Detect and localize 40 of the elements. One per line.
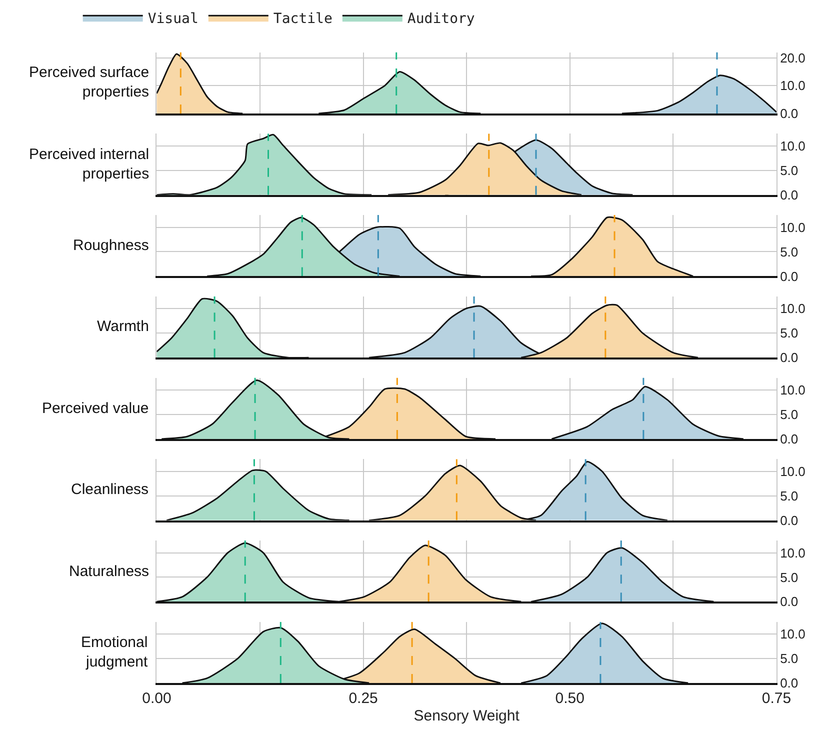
y-axis-title: Perceived value (42, 400, 149, 417)
y-axis-title: Naturalness (69, 563, 150, 580)
legend-label: Visual (148, 11, 198, 28)
y-axis-title: Warmth (97, 318, 149, 335)
y-tick-label: 5.0 (780, 407, 798, 422)
y-tick-label: 0.0 (780, 106, 798, 121)
y-tick-label: 10.0 (780, 78, 806, 94)
x-tick-label: 0.75 (762, 690, 792, 707)
y-tick-label: 10.0 (780, 464, 806, 479)
x-axis-title: Sensory Weight (414, 707, 520, 724)
y-tick-label: 0.0 (780, 187, 798, 202)
y-tick-label: 10.0 (780, 382, 806, 398)
y-axis-title: Perceived surface properties (29, 64, 150, 100)
y-tick-label: 20.0 (780, 50, 806, 66)
y-axis-title: Roughness (73, 237, 149, 254)
y-tick-label: 0.0 (780, 676, 798, 691)
y-tick-label: 5.0 (780, 326, 798, 341)
y-tick-label: 10.0 (780, 301, 806, 316)
y-axis-title: Cleanliness (71, 481, 149, 498)
y-tick-label: 5.0 (780, 162, 798, 178)
y-tick-label: 0.0 (780, 431, 798, 446)
y-tick-label: 5.0 (780, 570, 798, 585)
legend-label: Tactile (273, 11, 332, 28)
y-tick-label: 10.0 (780, 545, 806, 560)
y-tick-label: 0.0 (780, 268, 798, 284)
y-tick-label: 5.0 (780, 651, 798, 666)
y-tick-label: 0.0 (780, 512, 798, 528)
y-tick-label: 5.0 (780, 244, 798, 260)
y-axis-title: Perceived internal properties (29, 146, 150, 182)
y-axis-title: Emotional judgment (81, 634, 149, 670)
y-tick-label: 5.0 (780, 488, 798, 504)
y-tick-label: 0.0 (780, 350, 798, 366)
x-tick-label: 0.00 (142, 690, 172, 707)
y-tick-label: 10.0 (780, 626, 806, 642)
y-tick-label: 10.0 (780, 138, 806, 154)
x-tick-label: 0.25 (348, 690, 378, 707)
y-tick-label: 10.0 (780, 220, 806, 235)
legend-label: Auditory (407, 11, 475, 28)
y-tick-label: 0.0 (780, 594, 798, 610)
x-tick-label: 0.50 (555, 690, 584, 707)
